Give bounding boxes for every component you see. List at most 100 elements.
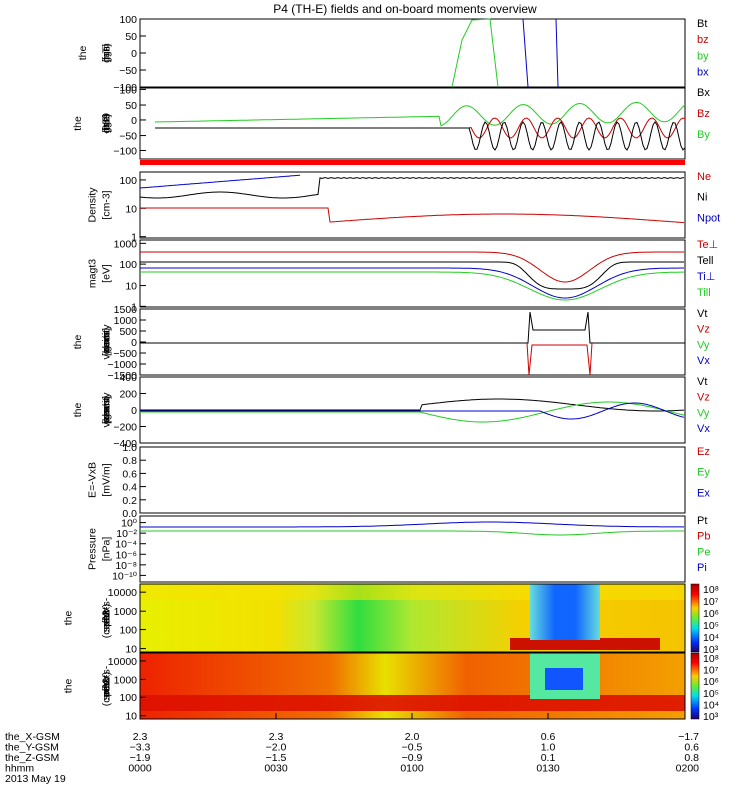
legend-peem-3: Vx bbox=[697, 423, 710, 435]
y-tick-label: 0.0 bbox=[122, 508, 137, 520]
legend-temp-0: Te⊥ bbox=[697, 239, 718, 251]
y-axis-label-line: fge bbox=[101, 116, 113, 131]
legend-density-2: Npot bbox=[697, 212, 720, 224]
y-axis-label: the peerenefluxeV(cm^2-s-sr-eV) bbox=[63, 665, 113, 706]
trace-tell bbox=[140, 261, 684, 290]
legend-peim-2: Vy bbox=[697, 339, 710, 351]
ephemeris-value: 1.0 bbox=[541, 742, 556, 754]
colorbar-label: 10⁵ bbox=[703, 620, 719, 632]
y-tick-label: 10⁰ bbox=[121, 518, 138, 530]
y-axis-label-line: sr-eV) bbox=[101, 604, 113, 633]
colorbar-label: 10⁵ bbox=[703, 688, 719, 700]
y-tick-label: −500 bbox=[113, 348, 137, 360]
y-axis-label-line: (cm^2-s- bbox=[101, 597, 113, 638]
panel-frame bbox=[139, 18, 686, 88]
trace-peem-vy bbox=[140, 401, 685, 423]
ephemeris-value: 0.1 bbox=[541, 752, 556, 764]
y-tick-label: 1000 bbox=[114, 606, 138, 618]
y-tick-label: 0.6 bbox=[122, 468, 137, 480]
y-tick-label: 1000 bbox=[114, 238, 138, 250]
ephemeris-value: 0.8 bbox=[684, 752, 699, 764]
y-tick-label: 0.4 bbox=[122, 482, 137, 494]
ephemeris-value: 0200 bbox=[676, 763, 700, 775]
y-axis-label: E=-VxB [mV/m] bbox=[86, 462, 112, 498]
y-axis-label: the fgegsm-089[nT] bbox=[72, 113, 113, 134]
ephemeris-label: hhmm bbox=[5, 763, 34, 775]
y-tick-label: 0 bbox=[131, 405, 137, 417]
y-axis-label-line: [eV] bbox=[101, 264, 113, 283]
ephemeris-value: 0100 bbox=[400, 763, 424, 775]
panel-frame bbox=[139, 515, 686, 583]
legend-peim-0: Vt bbox=[697, 308, 707, 320]
legend-fgs-3: bx bbox=[697, 67, 709, 79]
trace-ne bbox=[140, 207, 685, 224]
panel-frame bbox=[139, 171, 686, 239]
y-axis-label-line: en bbox=[101, 612, 113, 624]
y-tick-label: 100 bbox=[119, 692, 137, 704]
y-tick-label: 1.0 bbox=[122, 442, 137, 454]
y-axis-label-line: (cm^2-s- bbox=[101, 665, 113, 706]
peir-heatmap bbox=[140, 584, 685, 652]
panel-efield: 1.00.80.6 0.40.20.0 E=-VxB [mV/m] Ez Ey Ex bbox=[86, 442, 710, 520]
legend-efield-0: Ez bbox=[697, 446, 710, 458]
trace-peim-vz bbox=[526, 342, 593, 376]
y-axis-label-line: [nT] bbox=[101, 44, 113, 62]
y-tick-label: −50 bbox=[119, 131, 137, 143]
panel-fge: 100 50 0 −50 −100 the fgegsm-089[nT] Bx Bz By bbox=[72, 84, 710, 160]
y-tick-label: −1500 bbox=[108, 370, 138, 382]
y-axis-label-line: [nT] bbox=[101, 114, 113, 132]
trace-peim-vt bbox=[140, 311, 685, 344]
y-tick-label: 10000 bbox=[108, 587, 137, 599]
legend-peem-0: Vt bbox=[697, 376, 707, 388]
trace-fgs-bx2 bbox=[555, 18, 559, 88]
y-axis-label: the peirenefluxeV(cm^2-s-sr-eV) bbox=[63, 597, 113, 638]
y-axis-label: Pressure [nPa] bbox=[86, 528, 112, 570]
y-tick-label: 10⁻⁸ bbox=[115, 560, 137, 572]
trace-fge-bx bbox=[155, 121, 686, 151]
ephemeris-value: 0.6 bbox=[684, 742, 699, 754]
y-axis-label-line: en bbox=[101, 680, 113, 692]
legend-temp-1: Tell bbox=[697, 255, 714, 267]
ephemeris-label: the_X-GSM bbox=[5, 731, 60, 743]
ephemeris-value: 0130 bbox=[536, 763, 560, 775]
y-tick-label: 500 bbox=[119, 326, 137, 338]
ephemeris-value: 0000 bbox=[128, 763, 152, 775]
y-tick-label: −400 bbox=[113, 438, 137, 450]
y-tick-label: 10⁻² bbox=[116, 528, 137, 540]
legend-pressure-0: Pt bbox=[697, 515, 707, 527]
panel-frame bbox=[139, 239, 686, 308]
panel-density: 100 10 1 Density [cm-3] Ne Ni Npot bbox=[86, 171, 720, 244]
legend-fgs-1: bz bbox=[697, 34, 709, 46]
trace-fgs-by bbox=[451, 18, 499, 88]
legend-peim-3: Vx bbox=[697, 355, 710, 367]
colorbar-label: 10⁶ bbox=[703, 676, 719, 688]
legend-pressure-1: Pb bbox=[697, 531, 710, 543]
colorbar-label: 10³ bbox=[703, 711, 719, 723]
y-tick-label: −1000 bbox=[108, 359, 138, 371]
y-tick-label: −200 bbox=[113, 422, 137, 434]
legend-efield-1: Ey bbox=[697, 467, 710, 479]
trace-peem-vx bbox=[140, 402, 685, 420]
y-axis-label: the peimvelocitygsm[km/s] bbox=[72, 324, 113, 360]
panel-peir: 10000 1000 100 10 the peirenefluxeV(cm^2-s-sr… bbox=[63, 583, 719, 656]
legend-peem-2: Vy bbox=[697, 407, 710, 419]
legend-fge-2: By bbox=[697, 129, 710, 141]
y-tick-label: 10 bbox=[125, 281, 137, 293]
y-axis-label-line: [mV/m] bbox=[101, 463, 113, 496]
panel-frame bbox=[139, 446, 686, 514]
y-axis-label-line: sr-eV) bbox=[101, 672, 113, 701]
y-tick-label: 200 bbox=[119, 389, 137, 401]
y-axis-label-line: eflux bbox=[101, 674, 113, 697]
colorbar-label: 10⁸ bbox=[703, 653, 719, 665]
y-tick-label: −50 bbox=[119, 65, 137, 77]
y-tick-label: 10 bbox=[125, 203, 137, 215]
y-tick-label: 1 bbox=[131, 301, 137, 313]
ephemeris-value: −1.9 bbox=[130, 752, 151, 764]
y-tick-label: 50 bbox=[125, 31, 137, 43]
trace-fge-by bbox=[155, 101, 686, 127]
y-tick-label: 10⁻⁴ bbox=[115, 539, 137, 551]
ephemeris-value: −1.7 bbox=[678, 731, 699, 743]
trace-te-perp bbox=[140, 251, 684, 283]
panel-frame bbox=[139, 583, 686, 653]
